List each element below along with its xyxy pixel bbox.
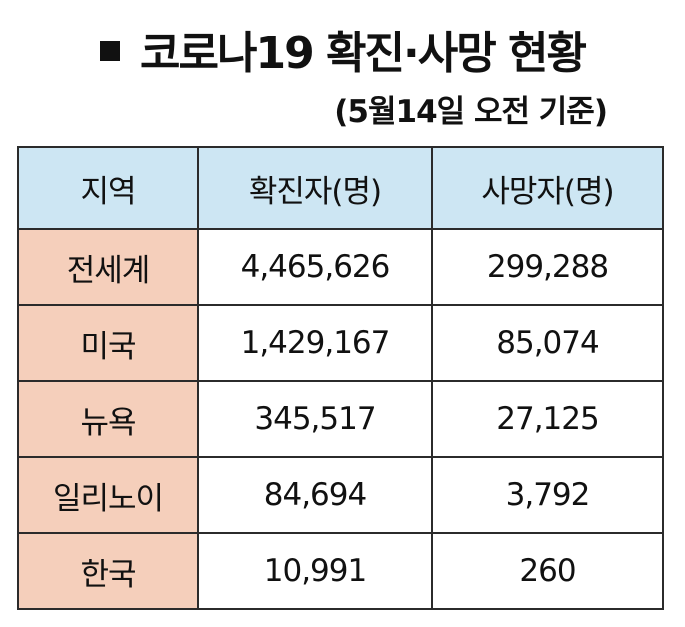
deaths-cell: 260 <box>431 532 664 610</box>
table-row: 일리노이 84,694 3,792 <box>17 456 664 534</box>
region-cell: 한국 <box>17 532 199 610</box>
header-deaths: 사망자(명) <box>431 146 664 230</box>
deaths-cell: 299,288 <box>431 228 664 306</box>
table-row: 전세계 4,465,626 299,288 <box>17 228 664 306</box>
deaths-cell: 3,792 <box>431 456 664 534</box>
region-cell: 일리노이 <box>17 456 199 534</box>
deaths-cell: 85,074 <box>431 304 664 382</box>
confirmed-cell: 84,694 <box>197 456 433 534</box>
square-bullet-icon <box>100 41 121 61</box>
region-cell: 뉴욕 <box>17 380 199 458</box>
table-row: 한국 10,991 260 <box>17 532 664 610</box>
page-subtitle: (5월14일 오전 기준) <box>334 94 608 130</box>
header-region: 지역 <box>17 146 199 230</box>
confirmed-cell: 10,991 <box>197 532 433 610</box>
confirmed-cell: 1,429,167 <box>197 304 433 382</box>
table-row: 뉴욕 345,517 27,125 <box>17 380 664 458</box>
table-row: 미국 1,429,167 85,074 <box>17 304 664 382</box>
table-header-row: 지역 확진자(명) 사망자(명) <box>17 146 664 230</box>
page-title: 코로나19 확진·사망 현황 <box>140 28 587 79</box>
region-cell: 전세계 <box>17 228 199 306</box>
covid-stats-table: 지역 확진자(명) 사망자(명) 전세계 4,465,626 299,288 미… <box>17 146 664 610</box>
region-cell: 미국 <box>17 304 199 382</box>
confirmed-cell: 345,517 <box>197 380 433 458</box>
deaths-cell: 27,125 <box>431 380 664 458</box>
title-row: 코로나19 확진·사망 현황 <box>0 14 685 84</box>
confirmed-cell: 4,465,626 <box>197 228 433 306</box>
header-confirmed: 확진자(명) <box>197 146 433 230</box>
